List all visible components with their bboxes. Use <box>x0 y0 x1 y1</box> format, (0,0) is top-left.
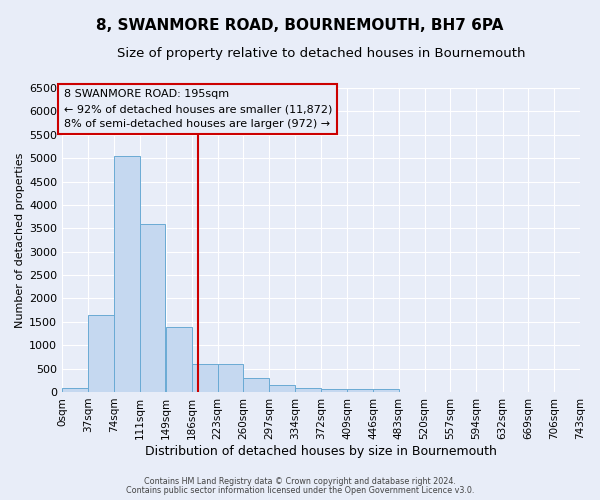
X-axis label: Distribution of detached houses by size in Bournemouth: Distribution of detached houses by size … <box>145 444 497 458</box>
Bar <box>218 364 244 392</box>
Bar <box>347 390 373 392</box>
Bar <box>322 388 347 392</box>
Text: Contains public sector information licensed under the Open Government Licence v3: Contains public sector information licen… <box>126 486 474 495</box>
Bar <box>166 326 192 392</box>
Bar <box>373 388 399 392</box>
Y-axis label: Number of detached properties: Number of detached properties <box>15 152 25 328</box>
Bar <box>114 156 140 392</box>
Bar <box>140 224 166 392</box>
Bar <box>88 315 114 392</box>
Text: 8 SWANMORE ROAD: 195sqm
← 92% of detached houses are smaller (11,872)
8% of semi: 8 SWANMORE ROAD: 195sqm ← 92% of detache… <box>64 90 332 129</box>
Title: Size of property relative to detached houses in Bournemouth: Size of property relative to detached ho… <box>117 48 526 60</box>
Text: Contains HM Land Registry data © Crown copyright and database right 2024.: Contains HM Land Registry data © Crown c… <box>144 477 456 486</box>
Bar <box>62 388 88 392</box>
Bar <box>295 388 321 392</box>
Bar <box>244 378 269 392</box>
Text: 8, SWANMORE ROAD, BOURNEMOUTH, BH7 6PA: 8, SWANMORE ROAD, BOURNEMOUTH, BH7 6PA <box>97 18 503 32</box>
Bar <box>269 385 295 392</box>
Bar <box>192 364 218 392</box>
